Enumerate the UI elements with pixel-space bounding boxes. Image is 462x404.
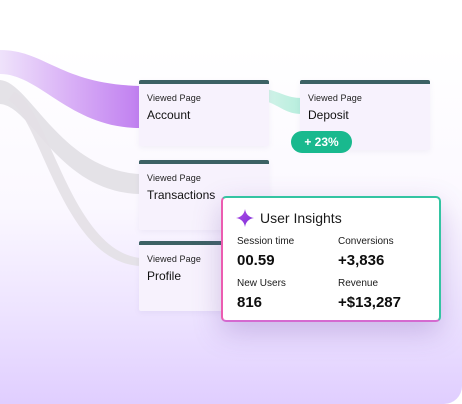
metric-label: New Users [237,278,286,289]
sparkle-icon [236,209,254,227]
page-card-name: Profile [147,269,182,283]
flow-ribbon-deposit [262,88,302,114]
page-card-account[interactable]: Viewed Page Account [139,80,269,146]
metric-value: 816 [237,294,263,311]
metric-label: Revenue [338,278,379,289]
user-insights-card: User Insights Session time 00.59 Convers… [221,196,441,322]
page-card-kicker: Viewed Page [147,173,201,183]
metric-new-users: New Users 816 [237,278,286,311]
page-card-kicker: Viewed Page [147,254,201,264]
flow-ribbon-account [0,50,140,128]
metric-label: Conversions [338,236,394,247]
metric-label: Session time [237,236,295,247]
change-badge: + 23% [291,131,352,153]
metric-value: 00.59 [237,252,275,269]
flow-ribbon-transactions [0,80,140,194]
insights-title: User Insights [260,210,342,226]
page-card-kicker: Viewed Page [308,93,362,103]
page-card-name: Deposit [308,108,349,122]
metric-value: +$13,287 [338,294,401,311]
metric-revenue: Revenue +$13,287 [338,278,401,311]
page-card-name: Transactions [147,188,216,202]
metric-session-time: Session time 00.59 [237,236,294,269]
metric-conversions: Conversions +3,836 [338,236,394,269]
page-card-name: Account [147,108,191,122]
metric-value: +3,836 [338,252,385,269]
page-card-kicker: Viewed Page [147,93,201,103]
flow-ribbon-profile [8,92,140,266]
